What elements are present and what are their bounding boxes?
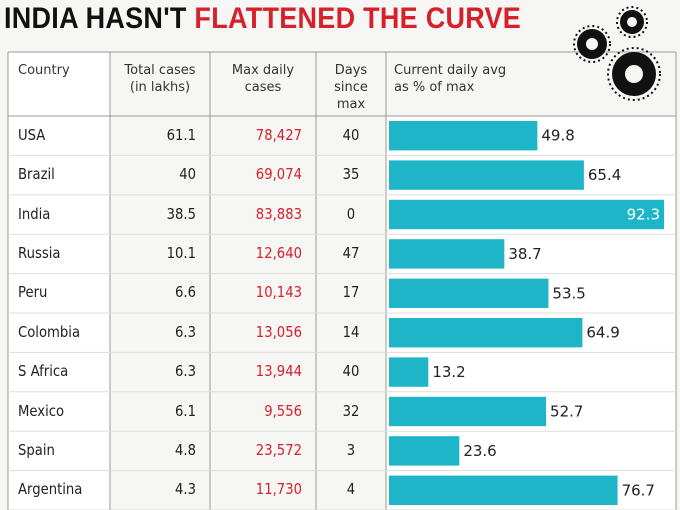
max-daily-cases: 23,572 (255, 440, 302, 459)
bar (389, 475, 618, 505)
bar-value-label: 53.5 (552, 284, 585, 302)
total-cases: 38.5 (166, 204, 196, 223)
country: USA (18, 125, 46, 144)
bar-value-label: 76.7 (622, 481, 655, 499)
total-cases: 6.3 (175, 362, 196, 381)
country: Brazil (18, 165, 55, 184)
bar-value-label: 64.9 (586, 324, 619, 342)
max-daily-cases: 78,427 (255, 125, 302, 144)
total-cases: 6.6 (175, 283, 196, 302)
days-since-max: 3 (346, 440, 356, 459)
days-since-max: 47 (342, 243, 360, 262)
max-daily-cases: 13,056 (255, 322, 302, 341)
days-since-max: 40 (342, 125, 360, 144)
total-cases: 4.8 (175, 440, 196, 459)
country: Colombia (18, 322, 81, 341)
column-header: Total cases (in lakhs) (124, 63, 196, 95)
days-since-max: 35 (342, 165, 360, 184)
days-since-max: 32 (342, 401, 360, 420)
title-part: INDIA HASN'T (4, 2, 187, 35)
bar (389, 278, 549, 308)
bar (389, 160, 584, 190)
country: Argentina (18, 480, 83, 499)
max-daily-cases: 12,640 (255, 243, 302, 262)
total-cases: 10.1 (166, 243, 196, 262)
virus-icons (573, 6, 661, 101)
max-daily-cases: 83,883 (255, 204, 302, 223)
column-header: Days since max (334, 63, 368, 112)
title: INDIA HASN'T FLATTENED THE CURVE (4, 2, 521, 36)
max-daily-cases: 9,556 (264, 401, 302, 420)
bar (389, 396, 547, 427)
days-since-max: 0 (346, 204, 356, 223)
country: Spain (18, 440, 55, 459)
total-cases: 6.1 (175, 401, 196, 420)
max-daily-cases: 13,944 (255, 362, 302, 381)
bar (389, 199, 665, 230)
country: S Africa (18, 362, 69, 381)
bar-value-label: 38.7 (508, 245, 541, 263)
virus-spikes (573, 6, 661, 101)
bar (389, 357, 429, 387)
total-cases: 6.3 (175, 322, 196, 341)
title-part: FLATTENED THE CURVE (194, 2, 522, 35)
country: Mexico (18, 401, 65, 420)
bar (389, 121, 538, 151)
days-since-max: 17 (342, 283, 360, 302)
total-cases: 61.1 (166, 125, 196, 144)
max-daily-cases: 11,730 (255, 480, 302, 499)
country-column (8, 52, 110, 510)
bar-value-label: 92.3 (627, 206, 660, 224)
bar-value-label: 52.7 (550, 403, 583, 421)
days-since-max: 40 (342, 362, 360, 381)
bar-value-label: 65.4 (588, 166, 621, 184)
max-daily-cases: 10,143 (255, 283, 302, 302)
bar-value-label: 49.8 (541, 127, 574, 145)
column-header: Country (18, 63, 70, 78)
bar (389, 239, 505, 269)
virus-detail (586, 17, 643, 83)
column-header: Current daily avg as % of max (394, 63, 507, 95)
country: India (18, 204, 51, 223)
bar (389, 436, 460, 466)
total-cases: 4.3 (175, 480, 196, 499)
country: Russia (18, 243, 61, 262)
column-header: Max daily cases (231, 63, 295, 95)
total-cases: 40 (179, 165, 196, 184)
country: Peru (18, 283, 48, 302)
max-daily-cases: 69,074 (255, 165, 302, 184)
days-since-max: 4 (346, 480, 356, 499)
bar (389, 318, 583, 348)
days-since-max: 14 (342, 322, 360, 341)
bar-value-label: 13.2 (432, 363, 465, 381)
bar-value-label: 23.6 (463, 442, 496, 460)
